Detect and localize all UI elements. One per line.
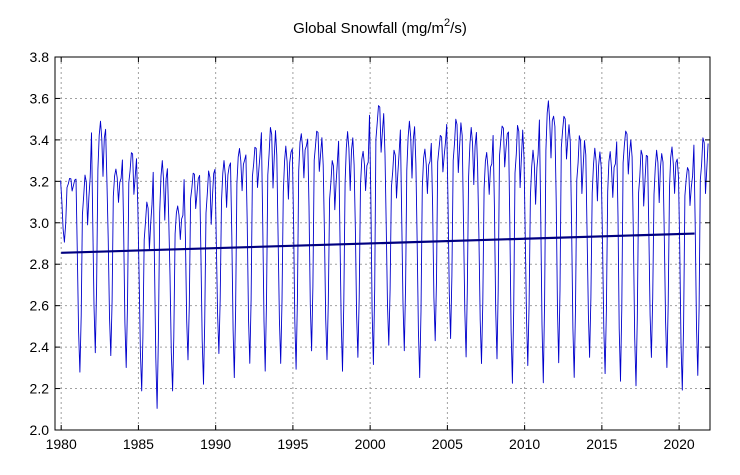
y-tick-label: 3.4 [30, 132, 50, 148]
y-tick-label: 3.0 [30, 215, 50, 231]
x-tick-label: 1985 [123, 436, 154, 452]
trend-line [61, 232, 695, 254]
y-tick-label: 2.8 [30, 256, 50, 272]
y-tick-label: 3.6 [30, 90, 50, 106]
x-tick-label: 1980 [46, 436, 77, 452]
y-tick-label: 2.4 [30, 339, 50, 355]
x-tick-label: 2000 [355, 436, 386, 452]
x-tick-label: 1995 [277, 436, 308, 452]
chart-title-suffix: /s) [450, 20, 467, 37]
chart-title: Global Snowfall (mg/m2/s) [293, 17, 467, 37]
monthly-snowfall-line [60, 100, 709, 409]
y-tick-label: 2.0 [30, 422, 50, 438]
plot-frame [54, 56, 711, 431]
y-tick-label: 3.2 [30, 173, 50, 189]
y-tick-label: 2.6 [30, 298, 50, 314]
x-tick-label: 2015 [586, 436, 617, 452]
x-tick-label: 2005 [432, 436, 463, 452]
x-tick-label: 2010 [509, 436, 540, 452]
x-tick-label: 2020 [664, 436, 695, 452]
axes: 2.0 2.2 2.4 2.6 2.8 3.0 3.2 3.4 3.6 3.8 1980 1985 19… [30, 49, 710, 452]
chart-title-prefix: Global Snowfall (mg/m [293, 20, 444, 37]
y-tick-label: 3.8 [30, 49, 50, 65]
chart-title-superscript: 2 [444, 17, 450, 29]
y-tick-label: 2.2 [30, 381, 50, 397]
x-tick-label: 1990 [200, 436, 231, 452]
plot-area [60, 100, 709, 409]
